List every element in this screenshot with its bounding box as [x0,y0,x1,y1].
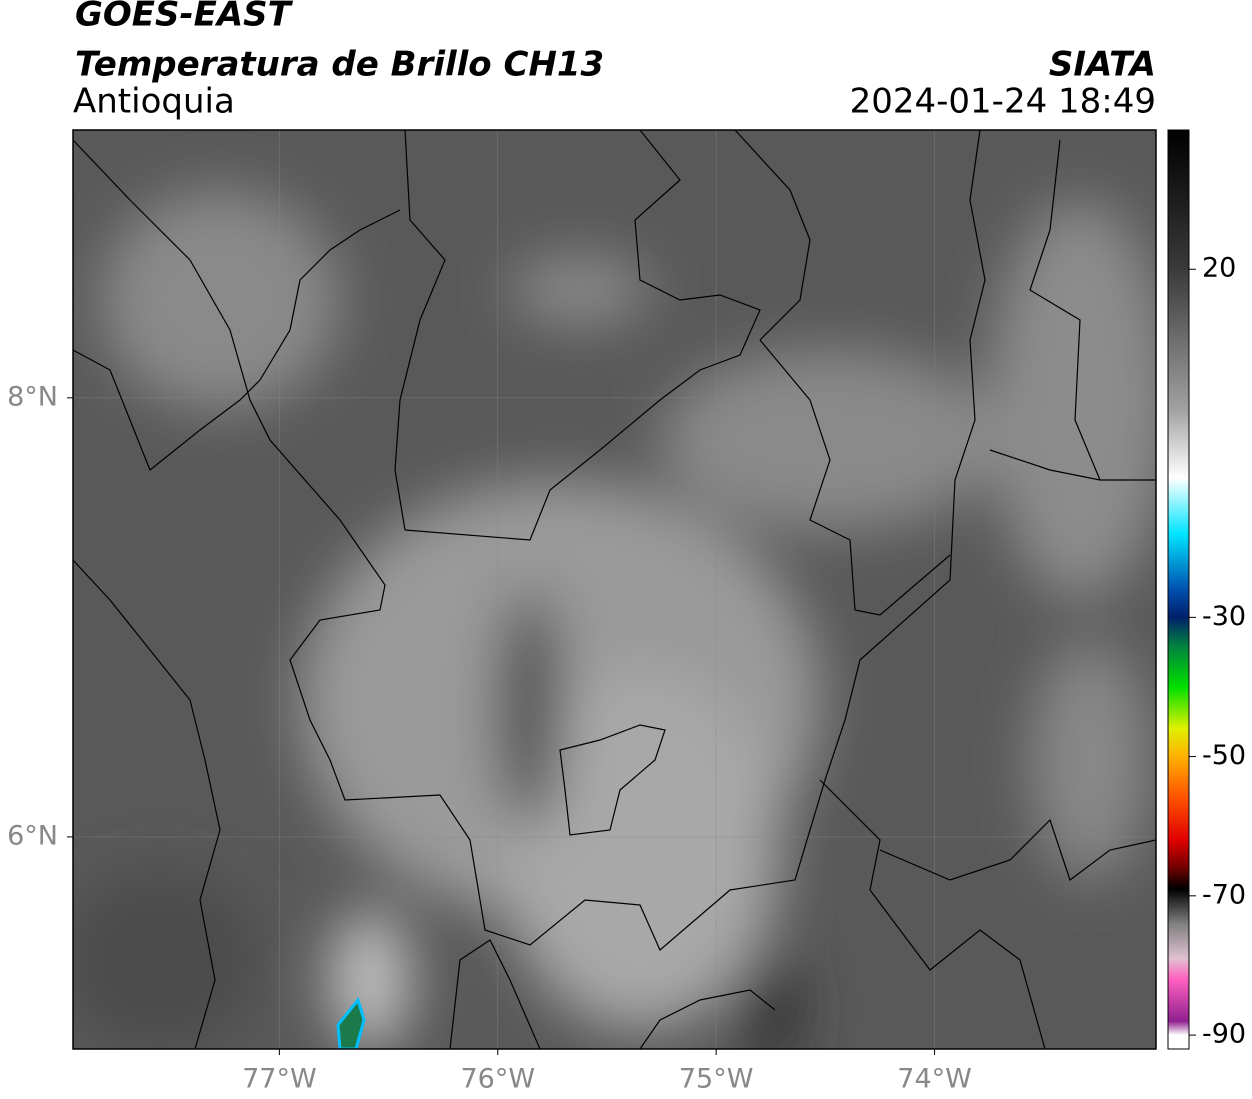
cloud-field [73,190,1156,1049]
map-image [73,130,1156,1049]
agency-label: SIATA [1049,45,1156,85]
border [394,130,446,531]
border [734,130,811,341]
border [73,130,986,951]
x-tick-label: 74°W [897,1064,972,1095]
satellite-title: GOES-EAST [75,0,294,35]
border [449,939,541,1049]
border [559,724,666,836]
colorbar-bar [1167,129,1190,1050]
grid [73,130,1156,1049]
y-tick-label: 6°N [7,820,58,851]
border [819,779,1046,1049]
border [404,130,761,541]
border [639,989,776,1049]
colorbar: 20 -30 -50 -70 -90 [1167,129,1246,1050]
y-tick-label: 8°N [7,381,58,412]
colorbar-tick-label: -90 [1202,1019,1246,1050]
coastline [73,559,221,1049]
product-title: Temperatura de Brillo CH13 [75,45,604,85]
region-label: Antioquia [73,82,235,122]
datetime-label: 2024-01-24 18:49 [850,82,1156,122]
border [1029,139,1101,481]
border [759,339,951,616]
map-frame [72,129,1157,1050]
colorbar-tick-label: -30 [1202,601,1246,632]
colorbar-tick-label: 20 [1202,253,1236,284]
border [989,449,1156,481]
coastline [73,209,401,471]
x-tick-label: 77°W [242,1064,317,1095]
x-tick-label: 76°W [460,1064,535,1095]
x-tick-label: 75°W [679,1064,754,1095]
border [879,818,1156,881]
colorbar-tick-label: -70 [1202,879,1246,910]
cold-cloud [336,996,366,1049]
colorbar-tick-label: -50 [1202,740,1246,771]
